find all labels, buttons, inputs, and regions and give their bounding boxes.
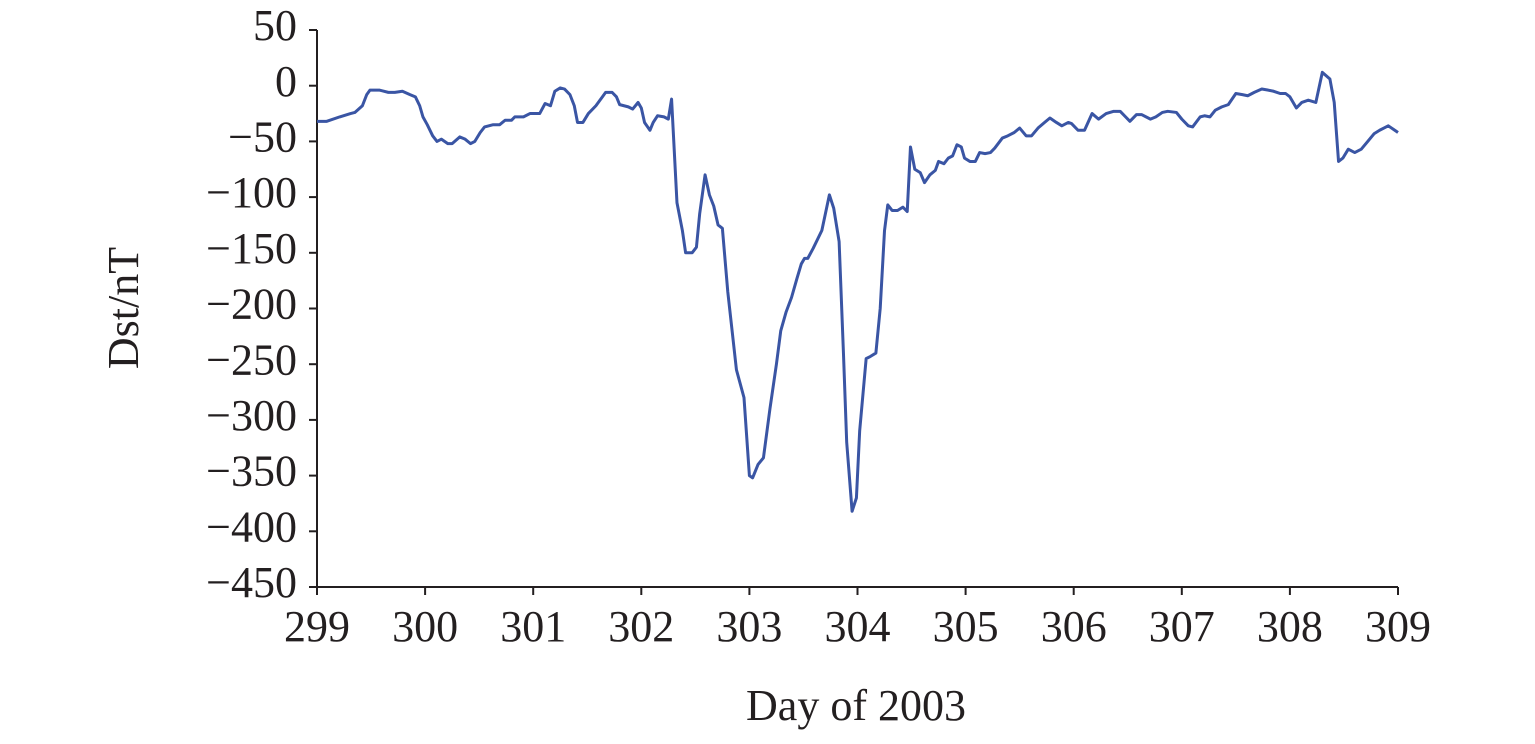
x-tick-label: 309 [1365,602,1431,651]
data-line [317,70,1399,513]
y-tick-label: −250 [206,335,297,384]
x-axis-label: Day of 2003 [746,681,966,730]
y-tick-label: −200 [206,280,297,329]
y-tick-label: −150 [206,224,297,273]
y-tick-label: −450 [206,558,297,607]
y-axis-label: Dst/nT [99,247,148,369]
y-tick-label: 50 [253,1,297,50]
x-tick-label: 307 [1149,602,1215,651]
y-tick-label: −300 [206,391,297,440]
x-tick-label: 302 [608,602,674,651]
x-tick-label: 308 [1257,602,1323,651]
y-tick-label: 0 [275,57,297,106]
x-tick-label: 299 [284,602,350,651]
x-tick-label: 300 [392,602,458,651]
y-tick-label: −350 [206,447,297,496]
x-tick-label: 304 [825,602,891,651]
x-tick-label: 306 [1041,602,1107,651]
y-tick-label: −100 [206,168,297,217]
x-tick-label: 305 [933,602,999,651]
x-tick-label: 303 [716,602,782,651]
x-tick-label: 301 [500,602,566,651]
y-tick-label: −400 [206,502,297,551]
y-tick-label: −50 [228,112,297,161]
